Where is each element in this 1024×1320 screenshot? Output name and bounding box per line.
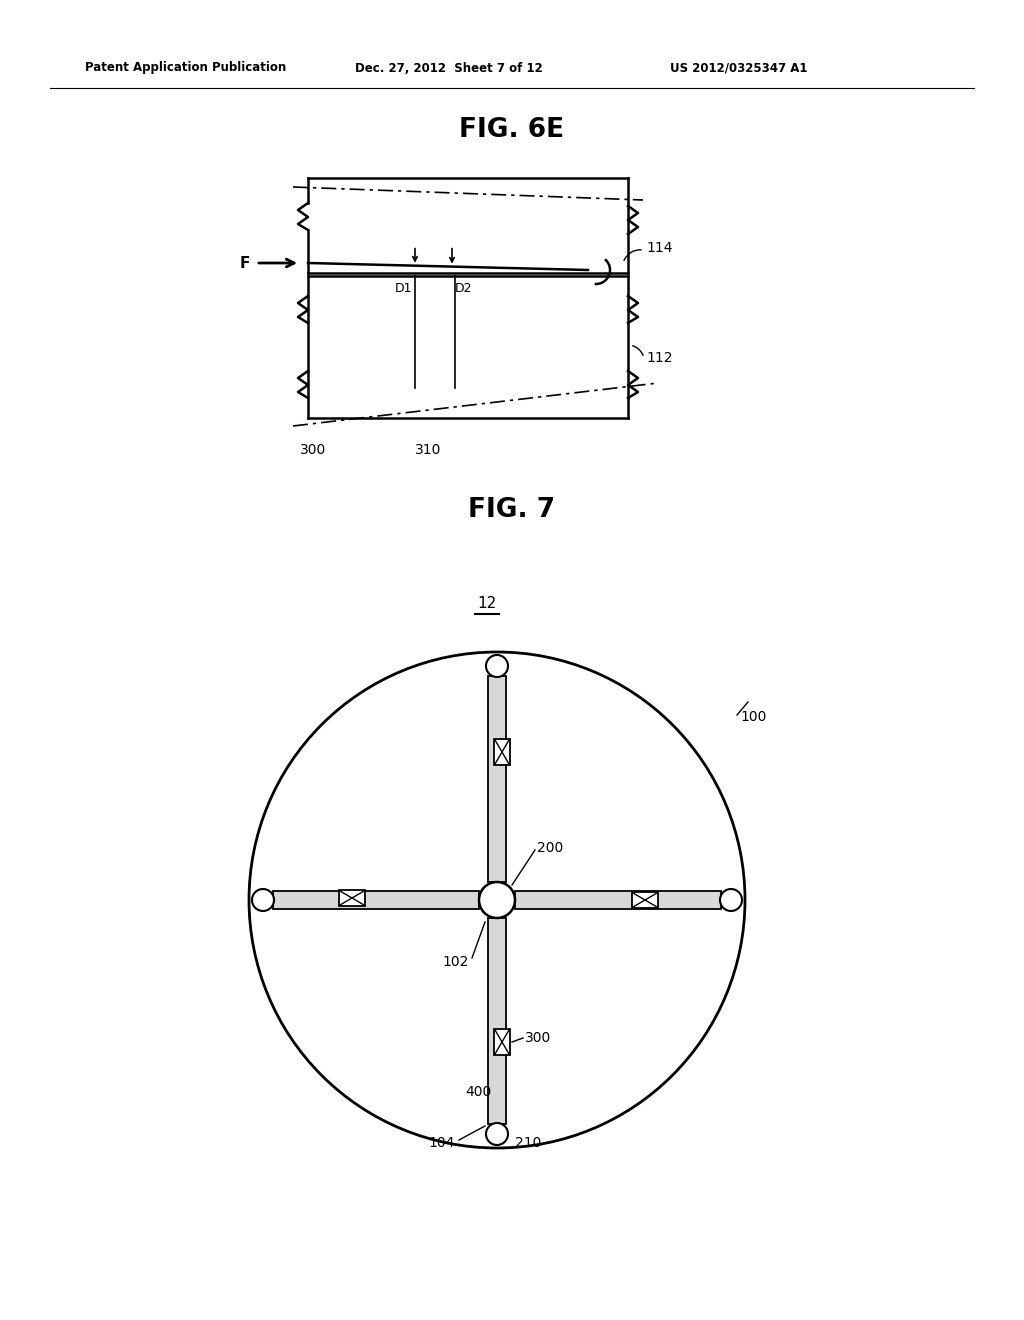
Text: 112: 112 bbox=[646, 351, 673, 366]
Bar bbox=[494, 1030, 510, 1055]
Text: Dec. 27, 2012  Sheet 7 of 12: Dec. 27, 2012 Sheet 7 of 12 bbox=[355, 62, 543, 74]
Text: 200: 200 bbox=[537, 841, 563, 855]
Text: 300: 300 bbox=[525, 1031, 551, 1045]
Circle shape bbox=[479, 882, 515, 917]
Text: D2: D2 bbox=[455, 281, 472, 294]
Bar bbox=[339, 890, 365, 906]
Text: 300: 300 bbox=[300, 444, 326, 457]
Text: 310: 310 bbox=[415, 444, 441, 457]
Text: 100: 100 bbox=[740, 710, 766, 723]
Text: US 2012/0325347 A1: US 2012/0325347 A1 bbox=[670, 62, 808, 74]
Bar bbox=[515, 891, 721, 909]
Circle shape bbox=[486, 1123, 508, 1144]
Bar bbox=[488, 676, 506, 882]
Text: FIG. 7: FIG. 7 bbox=[468, 498, 556, 523]
Text: 12: 12 bbox=[477, 597, 497, 611]
Bar bbox=[488, 917, 506, 1125]
Text: F: F bbox=[240, 256, 250, 271]
Text: 400: 400 bbox=[466, 1085, 492, 1100]
Circle shape bbox=[252, 888, 274, 911]
Circle shape bbox=[720, 888, 742, 911]
Text: D1: D1 bbox=[394, 281, 412, 294]
Bar bbox=[632, 892, 658, 908]
Circle shape bbox=[486, 655, 508, 677]
Text: 102: 102 bbox=[442, 954, 469, 969]
Text: Patent Application Publication: Patent Application Publication bbox=[85, 62, 287, 74]
Text: 104: 104 bbox=[429, 1137, 455, 1150]
Text: 210: 210 bbox=[515, 1137, 542, 1150]
Bar bbox=[273, 891, 479, 909]
Text: 114: 114 bbox=[646, 242, 673, 255]
Text: FIG. 6E: FIG. 6E bbox=[460, 117, 564, 143]
Bar bbox=[494, 739, 510, 766]
